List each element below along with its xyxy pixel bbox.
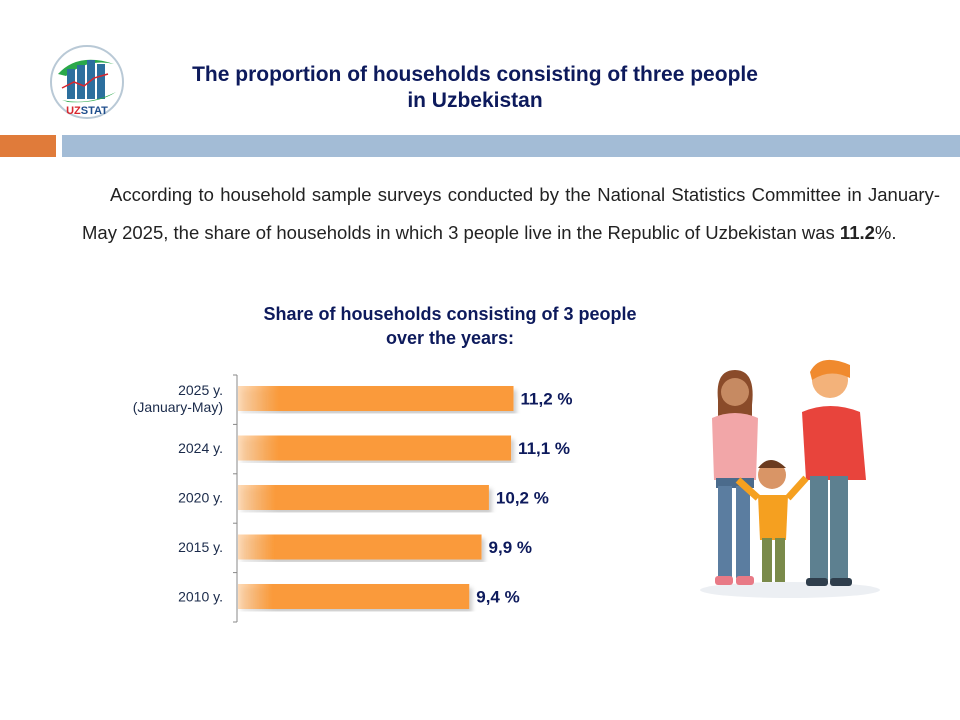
- bar: [238, 534, 482, 560]
- uzstat-logo: UZSTAT: [50, 45, 124, 119]
- category-label: (January-May): [133, 399, 223, 415]
- accent-bar-blue: [62, 135, 960, 157]
- category-label: 2010 y.: [178, 589, 223, 605]
- data-label: 9,4 %: [476, 588, 519, 607]
- data-label: 10,2 %: [496, 489, 549, 508]
- accent-bar-orange: [0, 135, 56, 157]
- svg-text:UZSTAT: UZSTAT: [66, 105, 108, 117]
- data-label: 11,2 %: [521, 390, 573, 409]
- chart-title-line-1: Share of households consisting of 3 peop…: [263, 304, 637, 324]
- bar: [238, 485, 489, 510]
- bar: [238, 584, 470, 609]
- bar: [238, 435, 512, 461]
- family-illustration: [700, 359, 880, 598]
- data-label: 11,1 %: [518, 439, 570, 458]
- highlight-value: 11.2: [839, 222, 875, 243]
- chart-title: Share of households consisting of 3 peop…: [200, 302, 700, 350]
- bar: [238, 386, 514, 411]
- category-label: 2020 y.: [178, 490, 223, 506]
- para-suffix: %.: [874, 222, 897, 243]
- summary-paragraph: According to household sample surveys co…: [82, 176, 940, 252]
- page-title: The proportion of households consisting …: [120, 62, 830, 114]
- para-text: According to household sample surveys co…: [82, 184, 940, 243]
- data-label: 9,9 %: [489, 538, 532, 557]
- title-line-2: in Uzbekistan: [407, 89, 543, 112]
- title-line-1: The proportion of households consisting …: [192, 63, 758, 86]
- category-label: 2025 y.: [178, 382, 223, 398]
- category-label: 2015 y.: [178, 539, 223, 555]
- chart-title-line-2: over the years:: [385, 328, 515, 348]
- category-label: 2024 y.: [178, 440, 223, 456]
